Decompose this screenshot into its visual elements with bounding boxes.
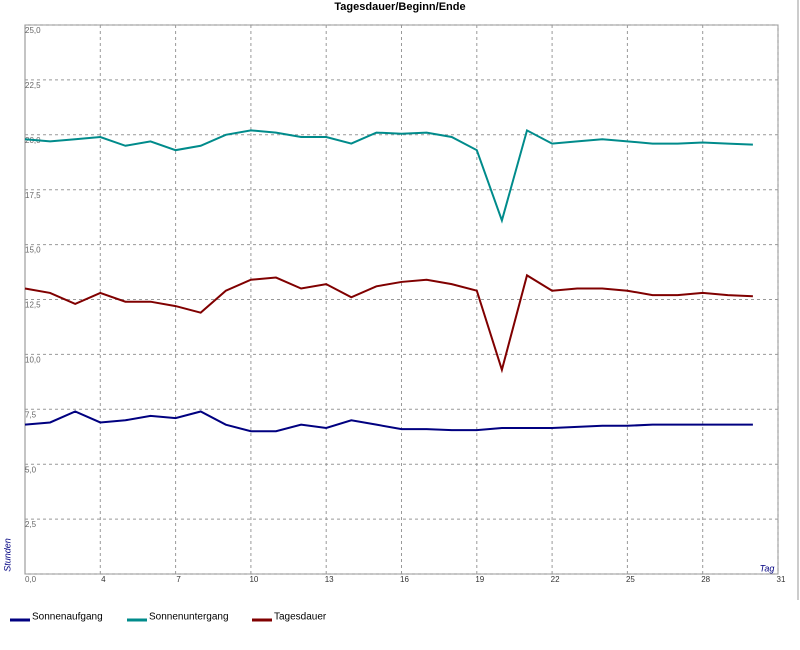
legend-label: Tagesdauer (274, 612, 327, 623)
series-line (24, 273, 753, 374)
y-tick-label: 0,0 (25, 575, 37, 584)
x-tick-label: 16 (400, 575, 409, 584)
x-tick-label: 7 (176, 575, 181, 584)
x-axis-label: Tag (760, 563, 775, 573)
y-tick-label: 15,0 (25, 246, 41, 255)
x-tick-label: 28 (701, 575, 710, 584)
y-tick-label: 2,5 (25, 520, 37, 529)
x-tick-label: 31 (777, 575, 786, 584)
y-tick-label: 10,0 (25, 356, 41, 365)
legend-label: Sonnenuntergang (149, 612, 229, 623)
x-tick-label: 19 (475, 575, 484, 584)
x-tick-label: 13 (325, 575, 334, 584)
x-tick-label: 25 (626, 575, 635, 584)
y-tick-label: 5,0 (25, 465, 37, 474)
y-tick-label: 17,5 (25, 191, 41, 200)
x-tick-label: 10 (249, 575, 258, 584)
legend-label: Sonnenaufgang (32, 612, 103, 623)
chart-title: Tagesdauer/Beginn/Ende (334, 1, 465, 13)
y-tick-label: 7,5 (25, 410, 37, 419)
y-axis-label: Stunden (2, 538, 12, 572)
y-tick-label: 25,0 (25, 26, 41, 35)
series-line (24, 410, 753, 433)
y-tick-label: 12,5 (25, 301, 41, 310)
x-tick-label: 22 (551, 575, 560, 584)
series-line (24, 128, 753, 224)
y-tick-label: 22,5 (25, 81, 41, 90)
x-tick-label: 4 (101, 575, 106, 584)
